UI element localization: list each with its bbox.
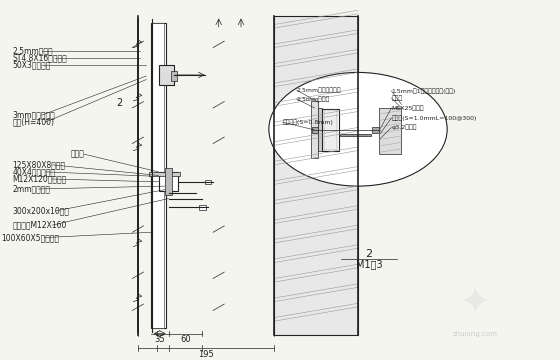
Text: ST4.8X16自攻螺丝: ST4.8X16自攻螺丝 [12, 54, 67, 63]
Text: 300x200x10钢板: 300x200x10钢板 [12, 207, 69, 216]
Text: 3mm厚橡胶垫条: 3mm厚橡胶垫条 [12, 111, 55, 120]
Bar [158, 65, 174, 85]
Text: 35: 35 [155, 336, 165, 345]
Text: 黑色胶条(S=0.8mm): 黑色胶条(S=0.8mm) [283, 120, 334, 125]
Bar [205, 180, 212, 184]
Bar [312, 127, 318, 133]
Bar [151, 23, 166, 328]
Text: 2: 2 [116, 98, 123, 108]
Bar [324, 110, 337, 150]
Text: 60: 60 [180, 336, 190, 345]
Text: zhulong.com: zhulong.com [452, 330, 497, 337]
Bar [323, 109, 339, 151]
Bar [158, 172, 178, 192]
Text: 高度(H=400): 高度(H=400) [12, 118, 54, 127]
Text: M12X120高强螺栓: M12X120高强螺栓 [12, 175, 67, 184]
Bar [340, 134, 371, 136]
Text: 固定夹: 固定夹 [391, 95, 403, 101]
Text: 195: 195 [199, 350, 214, 359]
Bar [152, 23, 164, 328]
Bar [199, 205, 206, 210]
Circle shape [269, 72, 447, 186]
Text: 50X3密封胶条: 50X3密封胶条 [12, 61, 51, 70]
Bar [274, 15, 358, 335]
Text: 1.5mm氟1重折弯铝单板(通长): 1.5mm氟1重折弯铝单板(通长) [391, 88, 456, 94]
Text: φ3.2拉铆钉: φ3.2拉铆钉 [391, 125, 417, 130]
Text: M5X25螺丝钉: M5X25螺丝钉 [391, 105, 424, 111]
Text: ✦: ✦ [459, 284, 491, 322]
Text: 2.5mm铝单板: 2.5mm铝单板 [297, 96, 330, 102]
Text: 40X4铝挂件底片: 40X4铝挂件底片 [12, 167, 55, 176]
Bar [379, 108, 402, 154]
Text: 板支座: 板支座 [71, 150, 85, 159]
Bar [149, 172, 180, 176]
Text: 100X60X5矩形钢管: 100X60X5矩形钢管 [1, 233, 59, 242]
Text: M1：3: M1：3 [356, 259, 382, 269]
Bar [171, 71, 177, 81]
Bar [165, 168, 172, 195]
Text: 化学螺栓M12X160: 化学螺栓M12X160 [12, 221, 67, 230]
Text: 2.5mm铝单板: 2.5mm铝单板 [12, 47, 53, 56]
Text: 125X80X8铝挂件: 125X80X8铝挂件 [12, 160, 66, 169]
Text: 钢中板(S=1.0mmL=100@300): 钢中板(S=1.0mmL=100@300) [391, 115, 477, 121]
Bar [372, 127, 379, 133]
Text: 2: 2 [366, 249, 373, 258]
Bar [318, 108, 323, 150]
Text: 2.5mm铝板折边伸件: 2.5mm铝板折边伸件 [297, 87, 342, 93]
Text: 2mm薄钢垫板: 2mm薄钢垫板 [12, 184, 50, 193]
Bar [311, 101, 318, 158]
